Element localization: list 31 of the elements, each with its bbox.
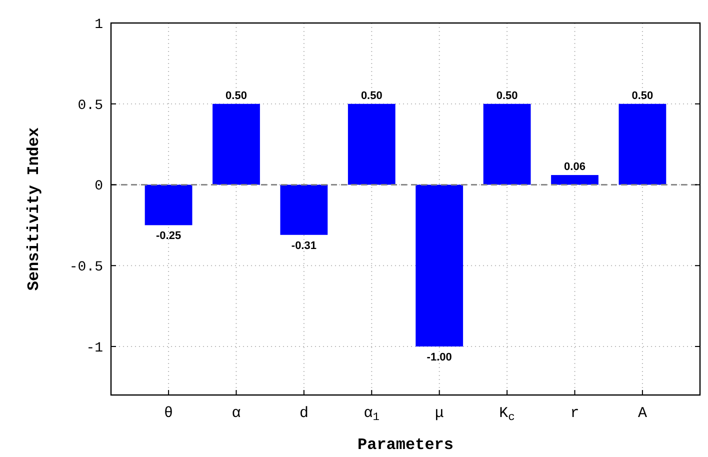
x-tick-label: θ xyxy=(164,405,174,422)
data-label: 0.50 xyxy=(496,90,518,102)
bar xyxy=(551,175,598,185)
y-tick-label: -0.5 xyxy=(69,260,103,276)
x-tick-label: α xyxy=(232,405,241,422)
y-tick-label: -1 xyxy=(86,340,103,356)
data-label: -0.25 xyxy=(156,230,182,242)
x-axis-title: Parameters xyxy=(357,436,454,454)
x-tick-label: α$_{1}$ xyxy=(364,405,380,424)
y-tick-label: 1 xyxy=(94,16,103,33)
data-label: -0.31 xyxy=(291,240,316,252)
y-tick-label: 0.5 xyxy=(78,98,103,114)
x-tick-label: r xyxy=(570,405,580,422)
data-label: 0.50 xyxy=(360,90,382,102)
data-label: 0.50 xyxy=(226,90,247,102)
bar xyxy=(618,104,666,185)
bar xyxy=(348,104,396,185)
bar xyxy=(416,184,464,346)
bar xyxy=(144,184,192,226)
bar xyxy=(483,104,531,185)
bar xyxy=(212,104,260,185)
y-axis-title: Sensitivity Index xyxy=(25,126,43,291)
data-label: 0.50 xyxy=(632,90,654,102)
data-label: -1.00 xyxy=(426,351,452,364)
data-label: 0.06 xyxy=(564,161,586,174)
x-tick-label: d xyxy=(299,405,308,422)
x-tick-label: μ xyxy=(434,405,444,422)
x-tick-label: K$_{c}$ xyxy=(499,405,515,424)
bar xyxy=(280,184,328,235)
y-tick-label: 0 xyxy=(94,178,103,195)
x-tick-label: A xyxy=(638,405,647,422)
